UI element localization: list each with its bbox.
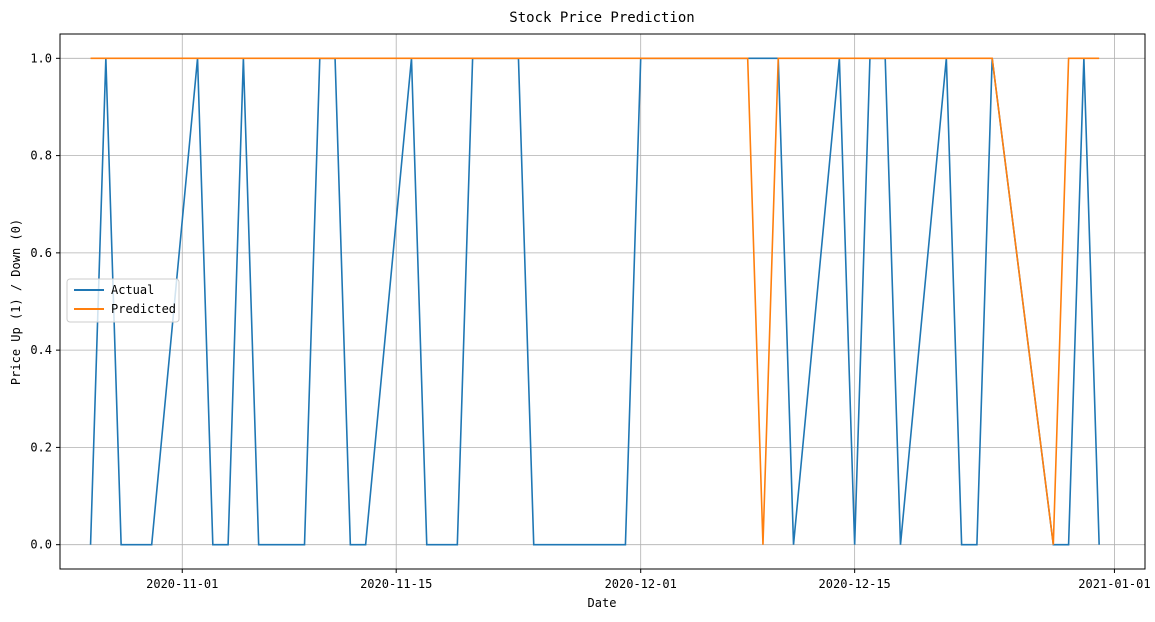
legend: Actual Predicted [66,278,180,323]
plot-frame [59,33,1146,570]
x-axis-ticks: 2020-11-01 2020-11-15 2020-12-01 2020-12-15… [146,569,1151,591]
series-line-predicted [90,57,1100,545]
legend-label-actual: Actual [111,283,154,297]
y-tick-label: 0.2 [30,440,52,454]
y-axis-label: Price Up (1) / Down (0) [9,219,23,385]
y-tick-label: 0.4 [30,343,52,357]
x-axis-label: Date [588,596,617,610]
x-tick-label: 2021-01-01 [1078,577,1150,591]
legend-label-predicted: Predicted [111,302,176,316]
x-tick-label: 2020-12-15 [819,577,891,591]
chart-title: Stock Price Prediction [509,10,694,26]
y-tick-label: 0.6 [30,246,52,260]
x-tick-label: 2020-12-01 [605,577,677,591]
series-lines [89,57,1100,546]
series-line-actual [89,57,1100,546]
y-axis-ticks: 0.0 0.2 0.4 0.6 0.8 1.0 [30,51,60,552]
x-tick-label: 2020-11-01 [146,577,218,591]
x-tick-label: 2020-11-15 [360,577,432,591]
y-tick-label: 0.0 [30,538,52,552]
y-tick-label: 1.0 [30,51,52,65]
y-tick-label: 0.8 [30,149,52,163]
